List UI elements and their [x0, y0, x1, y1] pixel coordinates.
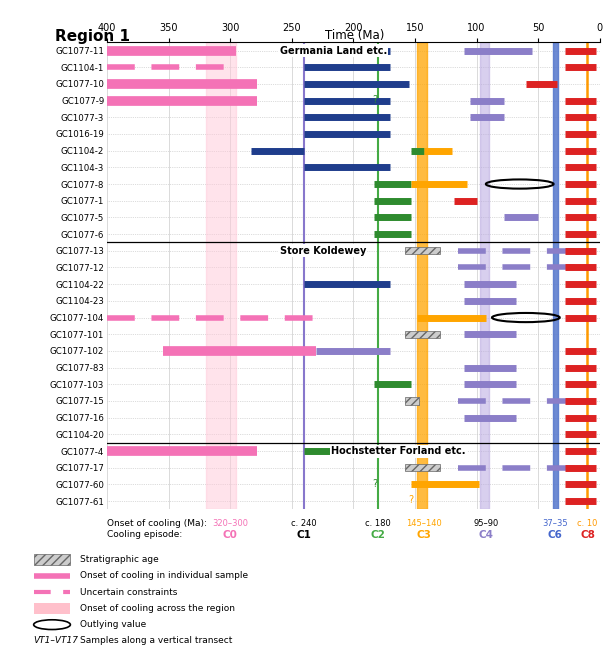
Text: Onset of cooling across the region: Onset of cooling across the region — [80, 604, 234, 613]
Text: Outlying value: Outlying value — [80, 620, 146, 629]
Text: Cooling episode:: Cooling episode: — [107, 530, 182, 539]
Text: Store Koldewey: Store Koldewey — [280, 246, 366, 256]
Text: Uncertain constraints: Uncertain constraints — [80, 588, 177, 596]
Bar — [480, 42, 489, 509]
Text: Hochstetter Forland etc.: Hochstetter Forland etc. — [331, 446, 466, 456]
Text: c. 10: c. 10 — [577, 519, 598, 528]
Text: Samples along a vertical transect: Samples along a vertical transect — [80, 637, 232, 645]
Text: ?: ? — [409, 495, 414, 506]
Text: ?: ? — [372, 478, 377, 489]
Text: C3: C3 — [416, 530, 431, 540]
Text: C8: C8 — [580, 530, 595, 540]
Text: VT1–VT17: VT1–VT17 — [34, 637, 79, 645]
Bar — [417, 42, 427, 509]
Text: Stratigraphic age: Stratigraphic age — [80, 556, 159, 564]
Bar — [405, 247, 439, 254]
Text: 145–140: 145–140 — [406, 519, 441, 528]
Text: c. 240: c. 240 — [291, 519, 317, 528]
Bar — [34, 554, 70, 565]
Text: c. 180: c. 180 — [365, 519, 391, 528]
Bar — [405, 397, 419, 405]
Text: C4: C4 — [479, 530, 494, 540]
Text: Region 1: Region 1 — [55, 29, 130, 44]
Text: ?: ? — [372, 95, 377, 104]
Text: C2: C2 — [371, 530, 386, 540]
Text: C6: C6 — [548, 530, 563, 540]
Text: C0: C0 — [223, 530, 237, 540]
Text: Onset of cooling (Ma):: Onset of cooling (Ma): — [107, 519, 207, 528]
Text: Time (Ma): Time (Ma) — [325, 29, 385, 42]
Text: 95–90: 95–90 — [474, 519, 499, 528]
Text: Germania Land etc.: Germania Land etc. — [280, 45, 387, 56]
Bar — [405, 330, 439, 338]
Text: 320–300: 320–300 — [212, 519, 248, 528]
Text: C1: C1 — [297, 530, 312, 540]
Bar — [405, 464, 439, 471]
Bar — [553, 42, 558, 509]
Bar — [206, 42, 236, 509]
Text: 37–35: 37–35 — [543, 519, 568, 528]
Text: Onset of cooling in individual sample: Onset of cooling in individual sample — [80, 572, 248, 580]
Bar — [34, 603, 70, 614]
